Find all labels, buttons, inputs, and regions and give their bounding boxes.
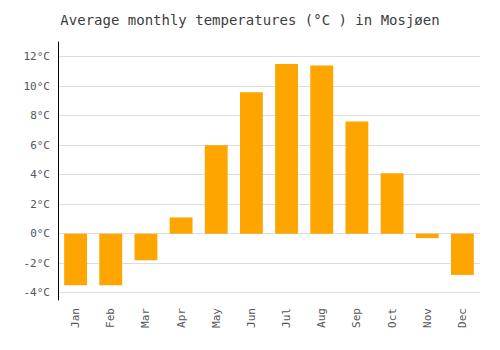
svg-text:Dec: Dec [456, 308, 469, 328]
svg-text:Sep: Sep [350, 308, 363, 328]
svg-text:-4°C: -4°C [24, 286, 51, 299]
svg-text:Aug: Aug [315, 308, 328, 328]
svg-text:10°C: 10°C [24, 80, 51, 93]
svg-text:8°C: 8°C [30, 109, 50, 122]
svg-text:Jul: Jul [280, 308, 293, 328]
svg-text:2°C: 2°C [30, 198, 50, 211]
svg-text:6°C: 6°C [30, 139, 50, 152]
svg-text:Apr: Apr [175, 308, 188, 328]
svg-text:4°C: 4°C [30, 168, 50, 181]
svg-text:Feb: Feb [104, 308, 117, 328]
svg-text:Oct: Oct [386, 308, 399, 328]
svg-text:-2°C: -2°C [24, 257, 51, 270]
svg-text:May: May [210, 308, 223, 328]
svg-text:Average monthly temperatures (: Average monthly temperatures (°C ) in Mo… [60, 12, 439, 28]
svg-text:12°C: 12°C [24, 50, 51, 63]
svg-text:Jun: Jun [245, 308, 258, 328]
svg-text:Nov: Nov [421, 308, 434, 328]
svg-text:Jan: Jan [69, 308, 82, 328]
svg-text:Mar: Mar [139, 308, 152, 328]
svg-text:0°C: 0°C [30, 227, 50, 240]
